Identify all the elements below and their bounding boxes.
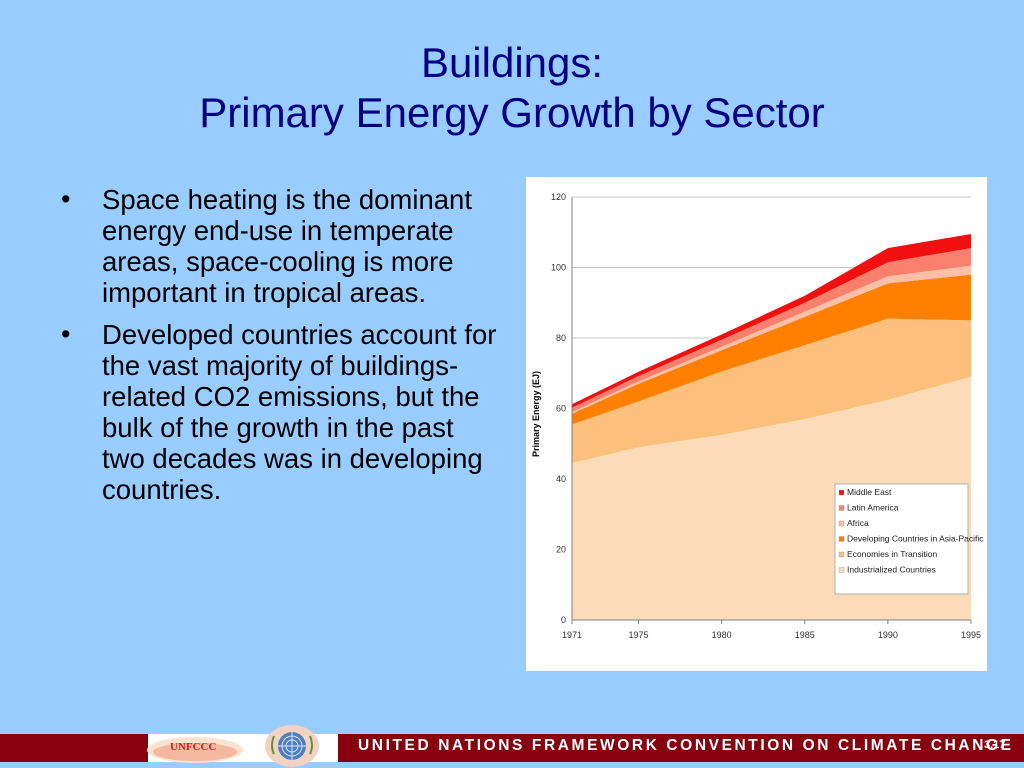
- bullet-list: • Space heating is the dominant energy e…: [58, 184, 498, 516]
- y-axis-title: Primary Energy (EJ): [531, 371, 541, 457]
- y-tick-label: 0: [561, 615, 566, 625]
- title-line-1: Buildings:: [420, 39, 604, 86]
- footer-organization-text: UNITED NATIONS FRAMEWORK CONVENTION ON C…: [358, 737, 1014, 754]
- x-tick-label: 1980: [712, 630, 732, 640]
- chart-legend: Middle East Latin America Africa Developing…: [834, 483, 984, 595]
- area-series-4: [572, 248, 971, 412]
- legend-label: Latin America: [847, 503, 899, 513]
- slide-number: 3.17: [984, 739, 1006, 751]
- legend-swatch: [838, 567, 845, 573]
- bullet-marker: •: [61, 319, 71, 349]
- footer-banner: UNFCCC UNITED NATIONS FRAMEWORK CONVENTI…: [0, 724, 1024, 768]
- y-tick-label: 80: [556, 333, 566, 343]
- x-tick-label: 1995: [961, 630, 981, 640]
- bullet-text: Space heating is the dominant energy end…: [102, 184, 472, 308]
- legend-swatch: [838, 551, 845, 558]
- unfccc-logo-text: UNFCCC: [170, 741, 216, 753]
- legend-swatch: [838, 536, 845, 542]
- slide-title: Buildings: Primary Energy Growth by Sect…: [0, 38, 1024, 138]
- axis-layer: 0 20 40 60 80 100 120 1971 1975 1980 1985 1990 1995: [551, 192, 981, 640]
- bullet-marker: •: [61, 184, 71, 214]
- y-tick-label: 100: [551, 263, 566, 273]
- x-tick-label: 1971: [562, 630, 582, 640]
- y-tick-label: 120: [551, 192, 566, 202]
- legend-label: Africa: [847, 518, 869, 528]
- legend-label: Developing Countries in Asia-Pacific: [847, 534, 984, 544]
- area-series-5: [572, 234, 971, 408]
- x-tick-label: 1975: [628, 630, 648, 640]
- legend-box: [834, 483, 969, 595]
- un-emblem-icon: [265, 725, 319, 767]
- bullet-item: • Space heating is the dominant energy e…: [58, 184, 498, 308]
- unfccc-logo-icon: UNFCCC: [147, 737, 243, 763]
- x-tick-label: 1985: [795, 630, 815, 640]
- area-series-1: [572, 318, 971, 464]
- y-tick-label: 40: [556, 474, 566, 484]
- legend-swatch: [838, 520, 845, 527]
- legend-label: Economies in Transition: [847, 549, 938, 559]
- legend-label: Industrialized Countries: [847, 565, 936, 575]
- legend-swatch: [838, 505, 845, 511]
- bullet-text: Developed countries account for the vast…: [102, 319, 497, 505]
- x-tick-label: 1990: [878, 630, 898, 640]
- title-line-2: Primary Energy Growth by Sector: [199, 89, 825, 136]
- bullet-item: • Developed countries account for the va…: [58, 319, 498, 505]
- legend-label: Middle East: [847, 487, 892, 497]
- area-series-2: [572, 274, 971, 425]
- legend-swatch: [838, 489, 845, 496]
- y-tick-label: 60: [556, 404, 566, 414]
- chart-panel: 0 20 40 60 80 100 120 1971 1975 1980 1985 1990 1995 …: [526, 177, 987, 671]
- y-tick-label: 20: [556, 545, 566, 555]
